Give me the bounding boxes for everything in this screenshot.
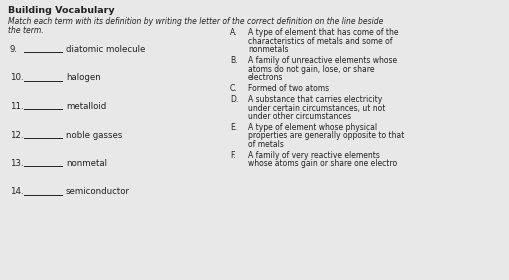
Text: Building Vocabulary: Building Vocabulary xyxy=(8,6,115,15)
Text: 14.: 14. xyxy=(10,188,23,197)
Text: electrons: electrons xyxy=(248,73,284,82)
Text: A substance that carries electricity: A substance that carries electricity xyxy=(248,95,382,104)
Text: A type of element that has come of the: A type of element that has come of the xyxy=(248,28,399,37)
Text: the term.: the term. xyxy=(8,26,44,35)
Text: A family of unreactive elements whose: A family of unreactive elements whose xyxy=(248,56,397,65)
Text: nonmetals: nonmetals xyxy=(248,45,289,54)
Text: whose atoms gain or share one electro: whose atoms gain or share one electro xyxy=(248,160,397,169)
Text: F.: F. xyxy=(230,151,236,160)
Text: atoms do not gain, lose, or share: atoms do not gain, lose, or share xyxy=(248,64,375,74)
Text: Match each term with its definition by writing the letter of the correct definit: Match each term with its definition by w… xyxy=(8,17,383,26)
Text: B.: B. xyxy=(230,56,238,65)
Text: E.: E. xyxy=(230,123,237,132)
Text: properties are generally opposite to that: properties are generally opposite to tha… xyxy=(248,132,404,141)
Text: halogen: halogen xyxy=(66,74,101,83)
Text: nonmetal: nonmetal xyxy=(66,159,107,168)
Text: A type of element whose physical: A type of element whose physical xyxy=(248,123,377,132)
Text: metalloid: metalloid xyxy=(66,102,106,111)
Text: noble gasses: noble gasses xyxy=(66,130,122,139)
Text: 10.: 10. xyxy=(10,74,23,83)
Text: Formed of two atoms: Formed of two atoms xyxy=(248,84,329,93)
Text: of metals: of metals xyxy=(248,140,284,149)
Text: 12.: 12. xyxy=(10,130,23,139)
Text: C.: C. xyxy=(230,84,238,93)
Text: A.: A. xyxy=(230,28,238,37)
Text: 11.: 11. xyxy=(10,102,23,111)
Text: semiconductor: semiconductor xyxy=(66,188,130,197)
Text: 13.: 13. xyxy=(10,159,23,168)
Text: 9.: 9. xyxy=(10,45,18,54)
Text: under other circumstances: under other circumstances xyxy=(248,112,351,121)
Text: diatomic molecule: diatomic molecule xyxy=(66,45,146,54)
Text: under certain circumstances, ut not: under certain circumstances, ut not xyxy=(248,104,385,113)
Text: A family of very reactive elements: A family of very reactive elements xyxy=(248,151,380,160)
Text: characteristics of metals and some of: characteristics of metals and some of xyxy=(248,36,392,45)
Text: D.: D. xyxy=(230,95,238,104)
